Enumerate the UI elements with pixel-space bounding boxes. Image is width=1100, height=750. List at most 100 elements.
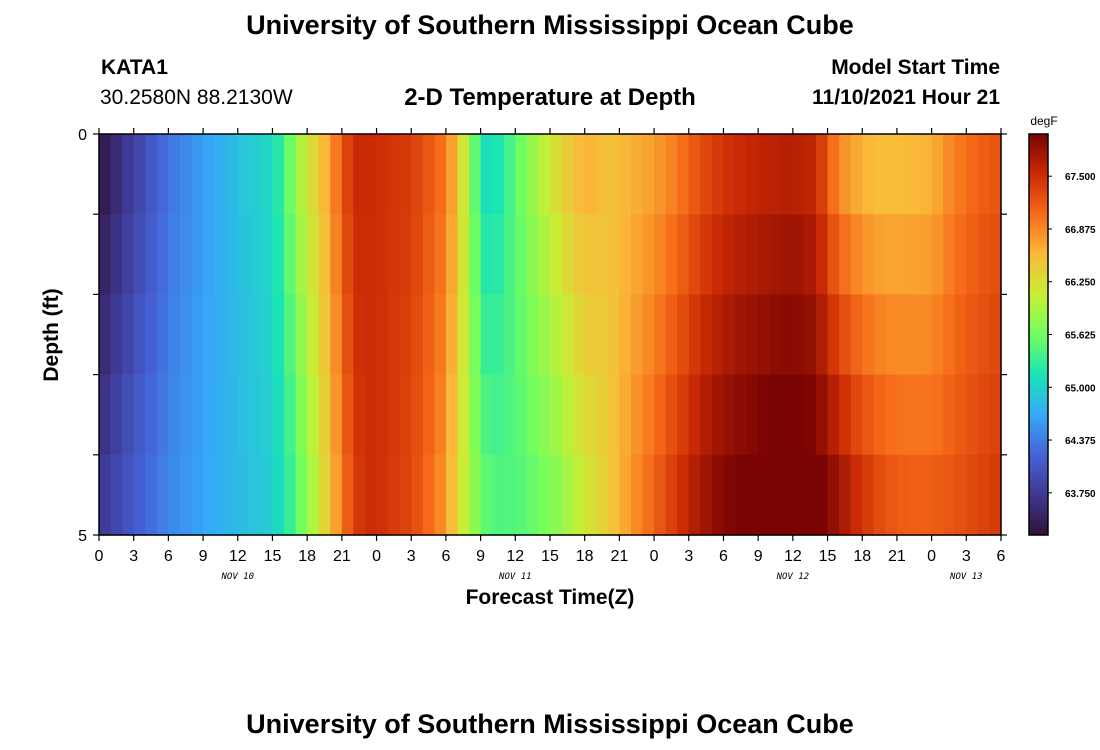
heatmap-cell — [99, 454, 112, 536]
heatmap-cell — [237, 374, 250, 456]
heatmap-cell — [989, 454, 1002, 536]
heatmap-cell — [954, 454, 967, 536]
heatmap-cell — [445, 134, 459, 215]
heatmap-cell — [931, 374, 944, 456]
heatmap-cell — [711, 374, 725, 456]
heatmap-cell — [735, 294, 748, 376]
heatmap-cell — [781, 294, 794, 376]
y-tick-label: 0 — [78, 127, 87, 144]
heatmap-cell — [272, 294, 285, 376]
heatmap-cell — [619, 454, 632, 536]
heatmap-cell — [434, 454, 447, 536]
heatmap-cell — [677, 454, 690, 536]
heatmap-cell — [110, 134, 123, 215]
heatmap-cell — [723, 374, 736, 456]
heatmap-cell — [515, 294, 528, 376]
heatmap-cell — [642, 134, 655, 215]
heatmap-cell — [596, 294, 609, 376]
heatmap-cell — [284, 134, 297, 215]
heatmap-cell — [364, 214, 378, 295]
heatmap-cell — [284, 454, 297, 536]
footer-title: University of Southern Mississippi Ocean… — [246, 709, 854, 739]
heatmap-cell — [596, 454, 609, 536]
heatmap-cell — [885, 374, 898, 456]
heatmap-cell — [156, 214, 169, 295]
heatmap-cell — [920, 454, 933, 536]
heatmap-cell — [341, 214, 355, 295]
heatmap-cell — [815, 214, 829, 295]
heatmap-cell — [665, 454, 678, 536]
heatmap-cell — [99, 374, 112, 456]
heatmap-cell — [260, 374, 274, 456]
heatmap-cell — [619, 374, 632, 456]
heatmap-cell — [538, 214, 551, 295]
heatmap-cell — [665, 294, 678, 376]
heatmap-cell — [191, 134, 204, 215]
x-tick-label: 6 — [719, 548, 728, 565]
heatmap-cell — [804, 374, 817, 456]
heatmap-cell — [850, 294, 863, 376]
heatmap-cell — [133, 374, 146, 456]
heatmap-cell — [573, 294, 586, 376]
heatmap-cell — [214, 454, 227, 536]
heatmap-cell — [700, 454, 713, 536]
heatmap-cell — [503, 214, 516, 295]
heatmap-cell — [399, 134, 412, 215]
x-tick-label: 0 — [650, 548, 659, 565]
heatmap-cell — [804, 134, 817, 215]
heatmap-cell — [804, 294, 817, 376]
heatmap-cell — [839, 214, 852, 295]
x-tick-label: 3 — [962, 548, 971, 565]
heatmap-cell — [422, 134, 435, 215]
heatmap-cell — [954, 214, 967, 295]
heatmap-cell — [989, 294, 1002, 376]
heatmap-cell — [110, 294, 123, 376]
heatmap-cell — [457, 214, 470, 295]
heatmap-cell — [434, 134, 447, 215]
heatmap-cells — [99, 134, 1002, 536]
heatmap-cell — [584, 214, 597, 295]
heatmap-cell — [434, 374, 447, 456]
heatmap-cell — [122, 374, 135, 456]
heatmap-cell — [839, 454, 852, 536]
x-tick-label: 9 — [476, 548, 485, 565]
heatmap-cell — [260, 214, 274, 295]
heatmap-cell — [758, 294, 771, 376]
heatmap-cell — [376, 454, 389, 536]
heatmap-cell — [330, 454, 343, 536]
heatmap-cell — [445, 374, 459, 456]
heatmap-cell — [145, 454, 158, 536]
heatmap-cell — [399, 454, 412, 536]
heatmap-cell — [850, 214, 863, 295]
heatmap-cell — [168, 294, 181, 376]
heatmap-cell — [665, 134, 678, 215]
heatmap-cell — [526, 134, 540, 215]
heatmap-cell — [550, 214, 563, 295]
heatmap-cell — [989, 214, 1002, 295]
heatmap-cell — [122, 134, 135, 215]
heatmap-cell — [850, 134, 863, 215]
heatmap-cell — [133, 294, 146, 376]
heatmap-cell — [700, 134, 713, 215]
heatmap-cell — [735, 374, 748, 456]
heatmap-cell — [364, 374, 378, 456]
heatmap-cell — [422, 294, 435, 376]
x-axis-ticks: 0 3 6 9 12 15 18 21 0 3 6 9 12 15 18 21 0 3 6 9 12 15 18 21 0 3 6 N… — [95, 128, 1006, 582]
heatmap-cell — [538, 454, 551, 536]
heatmap-cell — [839, 294, 852, 376]
heatmap-cell — [133, 214, 146, 295]
heatmap-cell — [769, 374, 782, 456]
heatmap-cell — [318, 454, 331, 536]
heatmap-cell — [677, 374, 690, 456]
heatmap-cell — [908, 134, 921, 215]
heatmap-cell — [145, 374, 158, 456]
heatmap-cell — [827, 214, 840, 295]
heatmap-cell — [434, 294, 447, 376]
heatmap-cell — [862, 134, 875, 215]
heatmap-cell — [226, 214, 239, 295]
x-tick-label: 21 — [610, 548, 628, 565]
heatmap-cell — [191, 454, 204, 536]
heatmap-cell — [145, 214, 158, 295]
heatmap-cell — [977, 134, 991, 215]
heatmap-cell — [989, 134, 1002, 215]
